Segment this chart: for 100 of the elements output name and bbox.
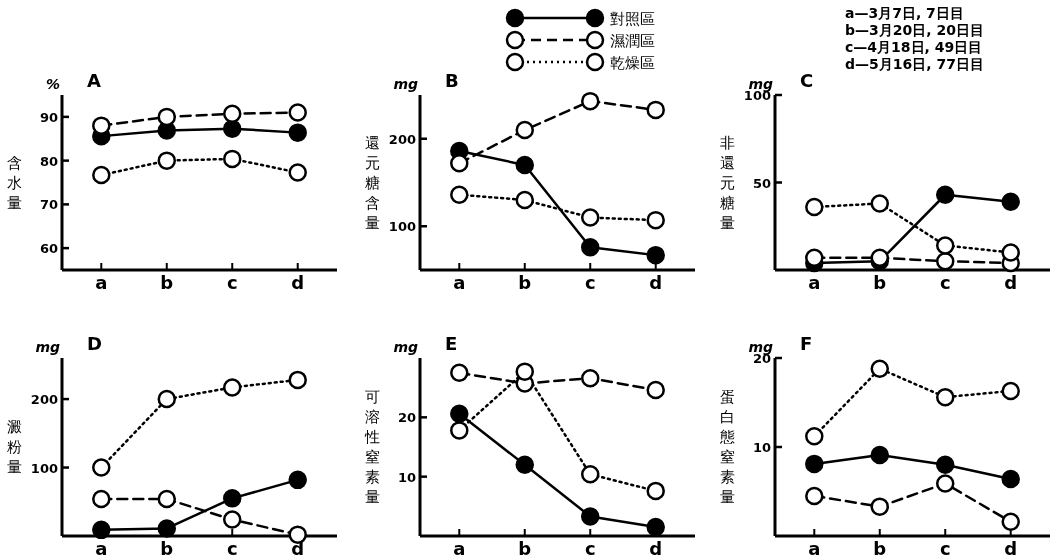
y-tick-label: 10	[752, 440, 771, 455]
x-tick-label: b	[518, 538, 532, 559]
x-tick-label: a	[453, 538, 466, 559]
text: d—5月16日, 77日目	[845, 56, 984, 72]
point	[222, 510, 242, 529]
y-axis-title: 含水量	[6, 153, 22, 212]
x-tick-label: a	[808, 538, 821, 559]
point	[157, 107, 177, 127]
text: mg	[393, 76, 418, 92]
x-tick-label: c	[226, 538, 238, 559]
point	[935, 252, 955, 271]
x-tick-label: a	[95, 538, 108, 559]
point	[288, 123, 307, 142]
point	[288, 525, 307, 544]
point	[805, 248, 824, 267]
point	[288, 470, 307, 490]
legend-label: 乾燥區	[610, 54, 655, 72]
point	[935, 185, 955, 204]
text: c—4月18日, 49日目	[845, 39, 983, 55]
y-axis-title: 還元糖含量	[364, 133, 380, 232]
point	[1001, 512, 1020, 532]
point	[646, 380, 665, 400]
y-tick-label: 90	[39, 109, 58, 125]
x-tick-label: d	[291, 272, 305, 293]
point	[92, 458, 111, 477]
y-tick-label: 50	[752, 175, 771, 191]
point	[288, 103, 307, 122]
point	[450, 154, 469, 173]
x-tick-label: c	[226, 272, 238, 293]
text: mg	[35, 339, 60, 355]
point	[157, 389, 177, 409]
text: b—3月20日, 20日目	[845, 22, 984, 38]
x-tick-label: a	[808, 272, 821, 293]
y-axis-title: 非還元糖量	[719, 133, 735, 232]
point	[935, 236, 955, 255]
point	[515, 362, 535, 381]
chart-title: F	[800, 333, 813, 354]
y-tick-label: 70	[39, 197, 58, 213]
y-tick-label: 80	[39, 153, 58, 169]
point	[935, 474, 955, 493]
point	[805, 486, 824, 506]
x-tick-label: b	[873, 538, 887, 559]
point	[805, 427, 824, 446]
point	[92, 489, 111, 509]
point	[646, 481, 665, 501]
y-tick-label: 200	[30, 392, 58, 408]
point	[580, 91, 600, 111]
x-tick-label: d	[649, 538, 663, 559]
chart-title: B	[445, 70, 459, 91]
x-tick-label: b	[873, 272, 887, 293]
point	[92, 520, 111, 540]
point	[580, 368, 600, 388]
point	[805, 197, 824, 217]
chart-title: E	[445, 333, 458, 354]
point	[870, 248, 890, 267]
point	[157, 489, 177, 509]
y-tick-label: 100	[388, 219, 416, 235]
point	[515, 155, 535, 175]
point	[935, 387, 955, 407]
point	[222, 378, 242, 397]
x-tick-label: b	[160, 538, 174, 559]
x-tick-label: c	[584, 538, 596, 559]
point	[646, 517, 665, 537]
point	[450, 421, 469, 440]
point	[222, 489, 242, 508]
legend-label: 濕潤區	[610, 32, 655, 50]
point	[580, 208, 600, 227]
chart-title: A	[87, 70, 101, 91]
point	[515, 455, 535, 475]
point	[646, 210, 665, 230]
point	[1001, 381, 1020, 401]
x-tick-label: c	[939, 538, 951, 559]
text: mg	[393, 339, 418, 355]
y-tick-label: 100	[30, 460, 58, 476]
point	[870, 359, 890, 378]
point	[870, 194, 890, 213]
y-axis-title: 蛋白態窒素量	[718, 388, 735, 506]
y-tick-label: 10	[397, 469, 416, 485]
point	[157, 519, 177, 538]
point	[1001, 243, 1020, 262]
y-tick-label: 20	[397, 410, 416, 426]
x-tick-label: d	[1004, 538, 1018, 559]
point	[222, 104, 242, 124]
x-tick-label: d	[649, 272, 663, 293]
x-tick-label: c	[584, 272, 596, 293]
point	[450, 363, 469, 383]
point	[580, 507, 600, 526]
point	[450, 404, 469, 424]
point	[157, 151, 177, 170]
point	[288, 370, 307, 390]
point	[870, 445, 890, 465]
point	[288, 163, 307, 182]
point	[805, 454, 824, 474]
point	[515, 120, 535, 140]
point	[222, 149, 242, 169]
x-tick-label: c	[939, 272, 951, 293]
point	[515, 190, 535, 210]
x-tick-label: a	[453, 272, 466, 293]
point	[580, 238, 600, 257]
text: a—3月7日, 7日目	[845, 5, 964, 21]
